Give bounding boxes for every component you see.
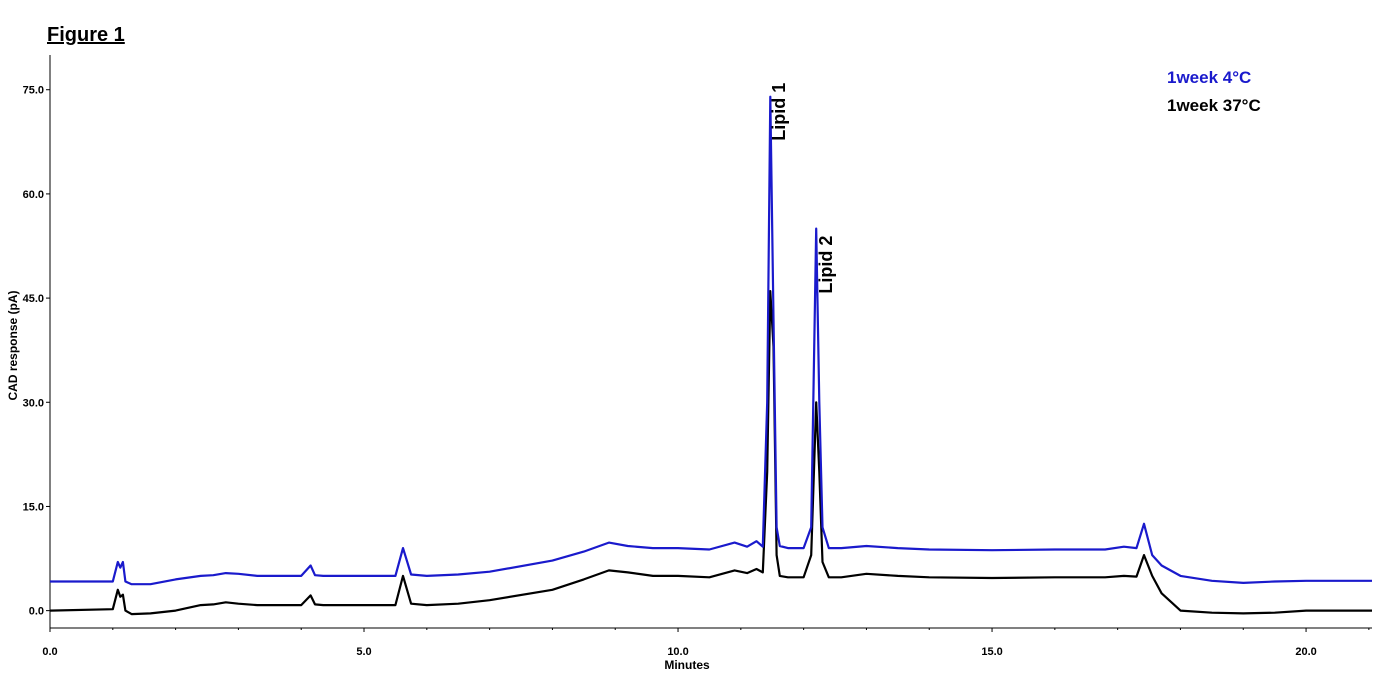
series-line-4c [50,95,1372,586]
x-axis-label: Minutes [664,658,710,672]
y-tick-label: 0.0 [29,606,44,618]
x-tick-label: 20.0 [1295,646,1316,658]
annotations: Lipid 1 Lipid 2 [769,83,836,294]
axes: 0.0 15.0 30.0 45.0 60.0 75.0 0.0 5.0 10.0 15.0 20.… [6,55,1372,672]
legend-entry: 1week 4°C [1167,68,1251,87]
y-tick-label: 15.0 [23,501,44,513]
peak-label: Lipid 2 [816,236,836,294]
legend: 1week 4°C 1week 37°C [1167,68,1261,115]
series-layer [49,95,1372,616]
x-tick-label: 5.0 [356,646,371,658]
peak-label: Lipid 1 [769,83,789,141]
y-axis-label: CAD response (pA) [6,290,20,400]
legend-entry: 1week 37°C [1167,96,1261,115]
x-tick-label: 0.0 [42,646,57,658]
y-tick-label: 30.0 [23,397,44,409]
x-tick-label: 15.0 [981,646,1002,658]
x-tick-label: 10.0 [667,646,688,658]
y-tick-label: 75.0 [23,85,44,97]
series-line-37c [49,290,1372,616]
y-tick-label: 45.0 [23,293,44,305]
figure-title: Figure 1 [47,24,125,46]
y-tick-label: 60.0 [23,189,44,201]
